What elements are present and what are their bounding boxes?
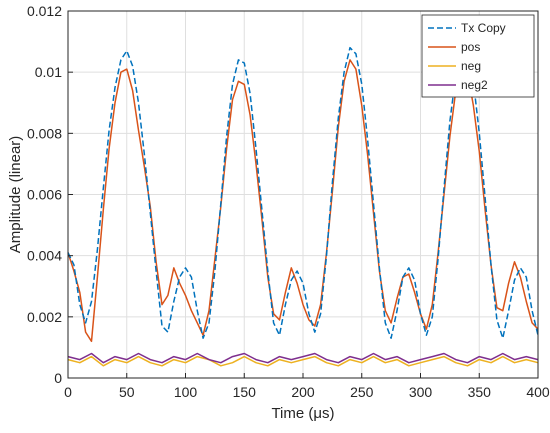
y-tick-label: 0.01 bbox=[35, 64, 62, 80]
x-tick-label: 400 bbox=[526, 384, 550, 400]
y-axis-label: Amplitude (linear) bbox=[7, 136, 24, 254]
y-tick-label: 0.012 bbox=[27, 3, 62, 19]
x-axis-label: Time (μs) bbox=[271, 405, 334, 422]
series-line-neg2 bbox=[67, 352, 539, 364]
y-tick-label: 0.002 bbox=[27, 309, 62, 325]
series-line-neg bbox=[67, 355, 539, 367]
x-tick-labels: 0 50 100 150 200 250 300 350 400 bbox=[64, 384, 550, 400]
y-tick-label: 0.004 bbox=[27, 248, 62, 264]
legend-label-neg: neg bbox=[461, 59, 481, 73]
legend-item-tx-copy: Tx Copy bbox=[428, 21, 506, 35]
tick-marks bbox=[67, 10, 539, 379]
x-tick-label: 50 bbox=[119, 384, 135, 400]
legend-item-pos: pos bbox=[428, 40, 480, 54]
legend-item-neg: neg bbox=[428, 59, 481, 73]
legend: Tx Copy pos neg neg2 bbox=[421, 14, 535, 98]
x-tick-label: 350 bbox=[468, 384, 492, 400]
legend-item-neg2: neg2 bbox=[428, 78, 488, 92]
y-tick-label: 0 bbox=[54, 370, 62, 386]
x-tick-label: 150 bbox=[233, 384, 257, 400]
legend-label-neg2: neg2 bbox=[461, 78, 488, 92]
y-tick-labels: 0 0.002 0.004 0.006 0.008 0.01 0.012 bbox=[27, 3, 62, 386]
legend-label-pos: pos bbox=[461, 40, 480, 54]
x-tick-label: 100 bbox=[174, 384, 198, 400]
x-tick-label: 200 bbox=[291, 384, 315, 400]
x-tick-label: 0 bbox=[64, 384, 72, 400]
legend-label-tx-copy: Tx Copy bbox=[461, 21, 506, 35]
x-tick-label: 300 bbox=[409, 384, 433, 400]
y-tick-label: 0.008 bbox=[27, 125, 62, 141]
y-tick-label: 0.006 bbox=[27, 187, 62, 203]
x-tick-label: 250 bbox=[350, 384, 374, 400]
